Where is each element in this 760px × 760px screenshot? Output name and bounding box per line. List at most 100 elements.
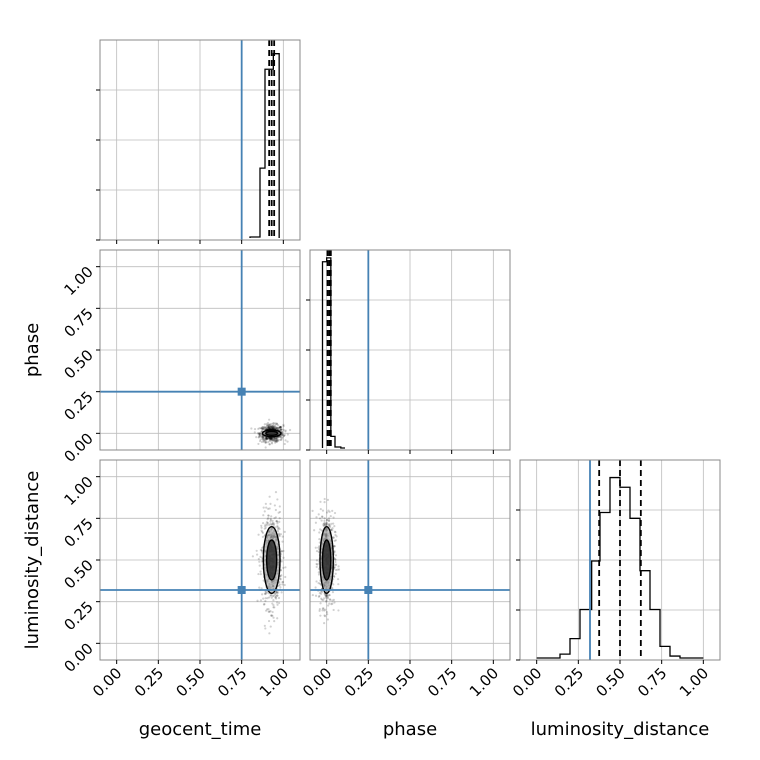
sample-point-luminosity_distance_vs_geocent_time [276, 527, 280, 531]
sample-point-phase_vs_geocent_time [273, 439, 276, 443]
sample-point-phase_vs_geocent_time [276, 439, 279, 442]
sample-point-luminosity_distance_vs_geocent_time [270, 614, 273, 617]
sample-point-luminosity_distance_vs_phase [322, 597, 326, 600]
sample-point-luminosity_distance_vs_geocent_time [266, 591, 269, 594]
sample-point-phase_vs_geocent_time [274, 437, 277, 440]
sample-point-phase_vs_geocent_time [268, 443, 271, 446]
sample-point-phase_vs_geocent_time [272, 422, 275, 425]
sample-point-luminosity_distance_vs_phase [317, 582, 320, 585]
sample-point-phase_vs_geocent_time [260, 426, 263, 430]
sample-point-phase_vs_geocent_time [272, 422, 275, 425]
sample-point-phase_vs_geocent_time [279, 426, 282, 429]
sample-point-phase_vs_geocent_time [279, 428, 282, 431]
sample-point-phase_vs_geocent_time [261, 426, 264, 429]
sample-point-luminosity_distance_vs_phase [333, 530, 336, 533]
sample-point-luminosity_distance_vs_phase [317, 595, 321, 598]
sample-point-luminosity_distance_vs_geocent_time [277, 511, 280, 514]
sample-point-phase_vs_geocent_time [265, 436, 268, 440]
sample-point-phase_vs_geocent_time [265, 438, 268, 441]
sample-point-luminosity_distance_vs_phase [321, 609, 324, 612]
sample-point-phase_vs_geocent_time [279, 426, 282, 429]
sample-point-luminosity_distance_vs_phase [327, 509, 330, 512]
sample-point-phase_vs_geocent_time [267, 426, 270, 429]
sample-point-luminosity_distance_vs_geocent_time [281, 540, 284, 543]
x-axis-label-geocent-time: geocent_time [139, 719, 262, 740]
sample-point-luminosity_distance_vs_geocent_time [276, 594, 279, 597]
sample-point-phase_vs_geocent_time [267, 426, 270, 429]
sample-point-phase_vs_geocent_time [275, 426, 278, 430]
sample-point-luminosity_distance_vs_phase [314, 586, 317, 589]
sample-point-luminosity_distance_vs_phase [318, 517, 322, 520]
sample-point-luminosity_distance_vs_phase [320, 529, 323, 532]
sample-point-phase_vs_geocent_time [275, 437, 278, 440]
sample-point-phase_vs_geocent_time [283, 433, 286, 437]
sample-point-phase_vs_geocent_time [277, 438, 280, 441]
sample-point-phase_vs_geocent_time [265, 437, 268, 440]
sample-point-phase_vs_geocent_time [269, 437, 272, 440]
sample-point-luminosity_distance_vs_geocent_time [269, 594, 273, 597]
sample-point-phase_vs_geocent_time [258, 439, 262, 443]
sample-point-luminosity_distance_vs_phase [334, 558, 337, 561]
sample-point-phase_vs_geocent_time [277, 426, 280, 430]
sample-point-phase_vs_geocent_time [273, 426, 276, 429]
sample-point-phase_vs_geocent_time [261, 436, 264, 439]
sample-point-phase_vs_geocent_time [271, 438, 274, 441]
x-axis-label-luminosity-distance: luminosity_distance [531, 719, 710, 740]
sample-point-luminosity_distance_vs_geocent_time [264, 523, 267, 526]
sample-point-luminosity_distance_vs_geocent_time [277, 596, 281, 600]
sample-point-luminosity_distance_vs_geocent_time [278, 510, 282, 514]
sample-point-phase_vs_geocent_time [279, 425, 282, 429]
tick-label-x-geocent_time-2: 0.50 [172, 664, 208, 700]
y-axis-label-phase: phase [22, 323, 43, 377]
sample-point-phase_vs_geocent_time [262, 436, 265, 439]
sample-point-luminosity_distance_vs_geocent_time [263, 592, 266, 595]
sample-point-phase_vs_geocent_time [266, 424, 270, 427]
sample-point-luminosity_distance_vs_geocent_time [275, 590, 278, 594]
sample-point-luminosity_distance_vs_phase [325, 611, 329, 614]
marks-layer [100, 40, 704, 660]
x-axis-label-phase: phase [383, 719, 437, 740]
sample-point-phase_vs_geocent_time [268, 423, 271, 426]
sample-point-phase_vs_geocent_time [269, 438, 272, 441]
sample-point-luminosity_distance_vs_phase [314, 546, 317, 549]
sample-point-phase_vs_geocent_time [262, 435, 265, 438]
sample-point-phase_vs_geocent_time [266, 436, 269, 439]
sample-point-luminosity_distance_vs_geocent_time [277, 532, 281, 535]
sample-point-luminosity_distance_vs_phase [324, 523, 327, 526]
sample-point-phase_vs_geocent_time [278, 426, 281, 429]
sample-point-luminosity_distance_vs_geocent_time [251, 555, 254, 558]
sample-point-phase_vs_geocent_time [282, 424, 285, 428]
sample-point-phase_vs_geocent_time [260, 440, 264, 444]
sample-point-luminosity_distance_vs_phase [325, 596, 328, 599]
sample-point-phase_vs_geocent_time [272, 427, 275, 430]
sample-point-phase_vs_geocent_time [284, 439, 287, 442]
sample-point-phase_vs_geocent_time [258, 432, 261, 435]
sample-point-phase_vs_geocent_time [270, 436, 273, 440]
sample-point-phase_vs_geocent_time [279, 438, 282, 441]
sample-point-luminosity_distance_vs_phase [317, 573, 321, 576]
sample-point-luminosity_distance_vs_geocent_time [262, 506, 265, 509]
sample-point-luminosity_distance_vs_geocent_time [261, 522, 265, 525]
sample-point-phase_vs_geocent_time [276, 427, 279, 430]
sample-point-luminosity_distance_vs_geocent_time [270, 614, 273, 617]
sample-point-phase_vs_geocent_time [264, 426, 268, 429]
sample-point-luminosity_distance_vs_phase [324, 523, 327, 526]
sample-point-phase_vs_geocent_time [272, 439, 275, 442]
sample-point-phase_vs_geocent_time [282, 428, 285, 432]
sample-point-phase_vs_geocent_time [279, 435, 282, 438]
sample-point-phase_vs_geocent_time [272, 426, 275, 429]
sample-point-phase_vs_geocent_time [262, 427, 265, 430]
sample-point-luminosity_distance_vs_phase [325, 599, 328, 602]
sample-point-luminosity_distance_vs_geocent_time [269, 594, 272, 597]
contour-phase_vs_geocent_time-0 [261, 429, 282, 438]
tick-label-y-phase-0: 0.00 [60, 429, 96, 465]
sample-point-phase_vs_geocent_time [270, 438, 273, 441]
density-fill-inner-luminosity_distance_vs_geocent_time [266, 540, 277, 580]
sample-point-luminosity_distance_vs_geocent_time [273, 606, 276, 609]
sample-point-phase_vs_geocent_time [259, 438, 262, 441]
sample-point-luminosity_distance_vs_phase [321, 607, 324, 610]
sample-point-phase_vs_geocent_time [263, 423, 266, 426]
sample-point-luminosity_distance_vs_geocent_time [259, 570, 262, 573]
sample-point-luminosity_distance_vs_phase [315, 565, 318, 569]
sample-point-phase_vs_geocent_time [273, 427, 276, 430]
